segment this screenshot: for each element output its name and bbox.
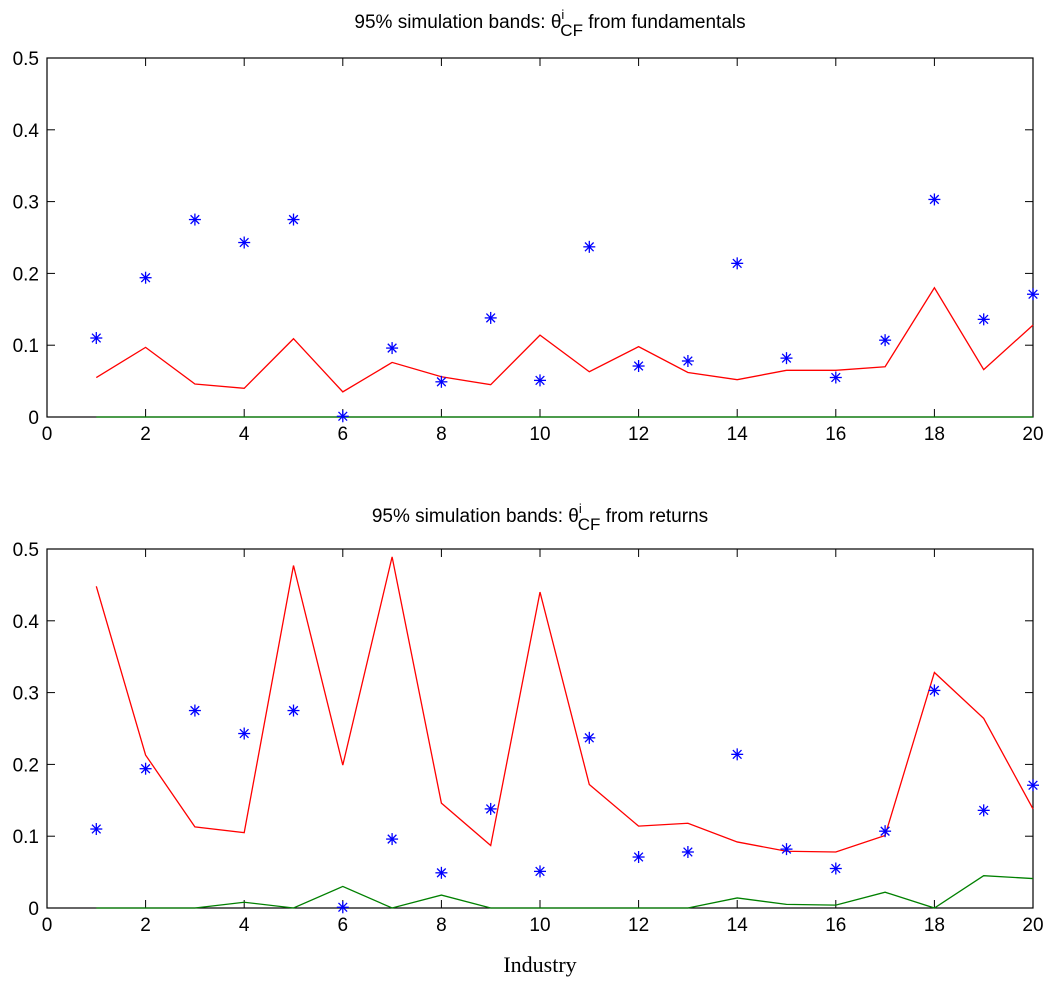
bottom-panel: 95% simulation bands: θi CF from returns … [13,501,1044,936]
top-y-tick-label: 0.1 [13,336,39,357]
bottom-y-tick-label: 0.4 [13,612,40,633]
bottom-estimate-marker [731,748,744,761]
top-y-tick-label: 0 [28,408,39,429]
bottom-estimate-marker [336,901,349,914]
top-estimate-marker [386,342,399,355]
top-estimate-marker [977,313,990,326]
bottom-estimate-marker [139,762,152,775]
bottom-y-tick-label: 0.2 [13,755,39,776]
bottom-y-tick-label: 0.3 [13,684,39,705]
top-estimate-marker [435,375,448,388]
top-estimate-marker [928,193,941,206]
top-estimate-marker [336,410,349,423]
top-upper-band-line [95,286,1034,393]
top-estimate-marker [534,374,546,387]
top-estimate-marker [780,352,793,365]
bottom-estimate-marker [188,704,201,717]
bottom-estimate-marker [583,731,596,744]
top-estimate-marker [681,354,694,367]
top-estimate-marker [238,236,251,249]
bottom-x-tick-label: 20 [1022,915,1043,936]
top-y-tick-label: 0.5 [13,49,39,70]
top-x-tick-label: 12 [628,424,649,445]
top-x-tick-label: 2 [140,424,151,445]
top-estimate-marker [632,360,645,373]
top-estimate-marker [583,240,596,253]
top-x-tick-label: 10 [529,424,550,445]
top-estimate-marker [829,371,842,384]
top-x-tick-label: 0 [42,424,53,445]
top-x-tick-label: 4 [239,424,250,445]
bottom-y-tick-label: 0.5 [13,540,39,561]
bottom-x-tick-label: 18 [924,915,945,936]
top-x-tick-label: 8 [436,424,447,445]
bottom-estimate-marker [435,866,448,879]
bottom-panel-title: 95% simulation bands: θi CF from returns [372,501,708,534]
bottom-estimate-marker [879,825,892,838]
top-axes-box [46,57,1034,418]
bottom-estimate-marker [928,684,941,697]
bottom-x-tick-label: 4 [239,915,250,936]
bottom-x-tick-label: 14 [727,915,749,936]
bottom-x-tick-label: 0 [42,915,53,936]
bottom-estimate-marker [534,865,546,878]
top-estimate-marker [879,334,892,347]
top-x-tick-label: 16 [825,424,846,445]
bottom-estimate-marker [632,851,645,864]
top-estimate-marker [139,271,152,284]
bottom-upper-band-line [95,556,1034,853]
top-x-tick-label: 18 [924,424,945,445]
bottom-estimate-marker [780,843,793,856]
top-estimate-marker [731,257,744,270]
top-x-tick-label: 20 [1022,424,1043,445]
top-panel-title: 95% simulation bands: θi CF from fundamen… [354,7,745,40]
bottom-estimate-marker [1027,779,1039,792]
top-y-tick-label: 0.3 [13,193,39,214]
top-x-tick-label: 6 [338,424,349,445]
bottom-y-tick-label: 0.1 [13,827,39,848]
bottom-estimate-marker [287,704,300,717]
bottom-x-tick-label: 10 [529,915,550,936]
x-axis-label: Industry [503,952,576,977]
bottom-estimate-marker [90,823,103,836]
top-y-tick-label: 0.2 [13,264,39,285]
bottom-estimate-marker [681,845,694,858]
top-estimate-marker [90,332,103,345]
bottom-x-tick-label: 16 [825,915,846,936]
bottom-x-tick-label: 8 [436,915,447,936]
bottom-estimate-marker [829,862,842,875]
bottom-lower-band-line [96,875,1034,909]
bottom-x-tick-label: 12 [628,915,649,936]
top-estimate-marker [188,213,201,226]
bottom-estimate-marker [484,802,497,815]
bottom-estimate-marker [386,833,399,846]
bottom-x-tick-label: 2 [140,915,151,936]
top-estimate-marker [484,311,497,324]
top-x-tick-label: 14 [727,424,749,445]
bottom-estimate-marker [977,804,990,817]
top-y-tick-label: 0.4 [13,121,40,142]
top-estimate-marker [287,213,300,226]
bottom-estimate-marker [238,727,251,740]
bottom-axes-box [46,548,1034,909]
bottom-x-tick-label: 6 [338,915,349,936]
top-panel: 95% simulation bands: θi CF from fundamen… [13,7,1044,445]
bottom-y-tick-label: 0 [28,899,39,920]
top-estimate-marker [1027,288,1039,301]
